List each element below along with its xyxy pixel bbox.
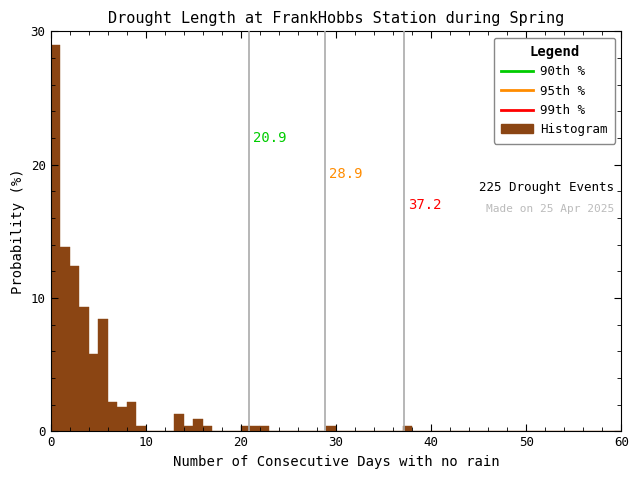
Bar	[51, 45, 60, 432]
Bar	[260, 426, 269, 432]
Text: 225 Drought Events: 225 Drought Events	[479, 181, 614, 194]
Text: 37.2: 37.2	[408, 198, 442, 212]
Bar	[79, 308, 88, 432]
Bar	[88, 354, 98, 432]
Text: 20.9: 20.9	[253, 132, 287, 145]
Title: Drought Length at FrankHobbs Station during Spring: Drought Length at FrankHobbs Station dur…	[108, 11, 564, 26]
Bar	[241, 426, 250, 432]
Bar	[250, 426, 260, 432]
Bar	[70, 266, 79, 432]
Bar	[203, 426, 212, 432]
Bar	[117, 408, 127, 432]
Bar	[184, 426, 193, 432]
Legend: 90th %, 95th %, 99th %, Histogram: 90th %, 95th %, 99th %, Histogram	[494, 38, 615, 144]
Bar	[174, 414, 184, 432]
Text: 28.9: 28.9	[330, 168, 363, 181]
X-axis label: Number of Consecutive Days with no rain: Number of Consecutive Days with no rain	[173, 455, 499, 469]
Bar	[326, 426, 336, 432]
Y-axis label: Probability (%): Probability (%)	[11, 168, 25, 294]
Bar	[60, 248, 70, 432]
Bar	[136, 426, 146, 432]
Bar	[98, 320, 108, 432]
Bar	[193, 420, 203, 432]
Bar	[108, 402, 117, 432]
Text: Made on 25 Apr 2025: Made on 25 Apr 2025	[486, 204, 614, 214]
Bar	[403, 426, 412, 432]
Bar	[127, 402, 136, 432]
